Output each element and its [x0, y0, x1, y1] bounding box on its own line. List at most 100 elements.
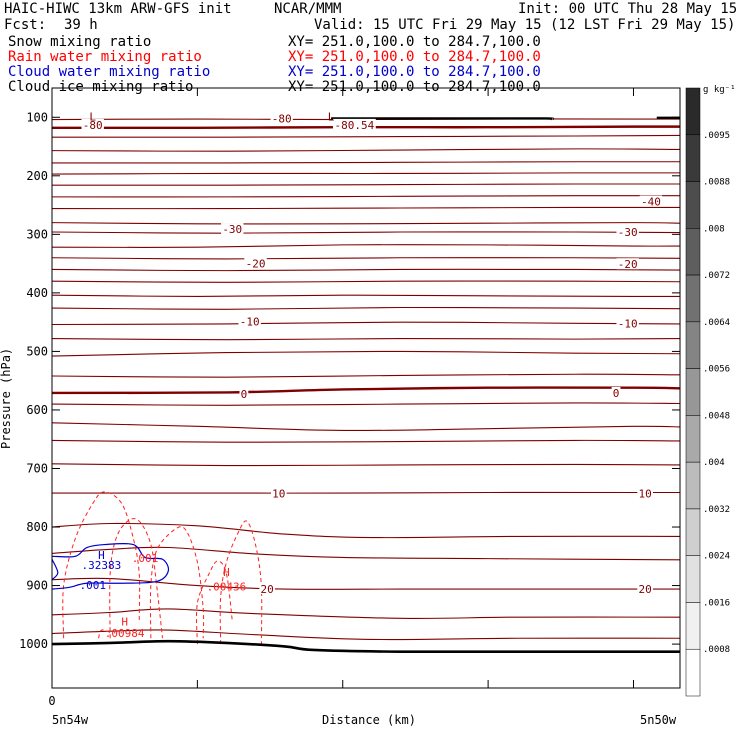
x-tick-label: 0 [48, 694, 55, 708]
isotherm-label: 20 [261, 583, 274, 596]
y-tick-label: 1000 [19, 637, 48, 651]
isotherm-line [52, 422, 680, 432]
isotherm-label: 20 [638, 583, 651, 596]
isotherm-line [52, 386, 680, 395]
isotherm-line [52, 195, 680, 198]
rain-label: .001 [132, 552, 159, 565]
field-snow-xy: XY= 251.0,100.0 to 284.7,100.0 [288, 34, 541, 50]
colorbar-tick-label: .0064 [703, 318, 730, 328]
field-rain-xy: XY= 251.0,100.0 to 284.7,100.0 [288, 49, 541, 65]
colorbar-swatch [685, 274, 701, 323]
colorbar-tick-label: .0024 [703, 552, 730, 562]
colorbar-swatch [685, 461, 701, 510]
isotherm-label: -40 [641, 196, 661, 209]
x-axis-texts: 5n54w Distance (km) 5n50w Pressure (hPa) [0, 348, 677, 727]
isotherm-line [52, 522, 680, 539]
colorbar-swatch [685, 508, 701, 556]
rain-contour [62, 491, 141, 639]
isotherm-line [52, 280, 680, 283]
colorbar-tick-label: .0032 [703, 505, 730, 515]
isotherm-line [52, 231, 680, 234]
field-snow-name: Snow mixing ratio [8, 34, 151, 50]
isotherm-line [52, 222, 680, 225]
colorbar-swatch [685, 602, 701, 650]
isotherm-line [52, 373, 680, 378]
y-axis-label: Pressure (hPa) [0, 348, 13, 449]
y-tick-label: 200 [26, 169, 48, 183]
isotherm-line [52, 629, 680, 641]
colorbar-swatch [685, 368, 701, 416]
header-block: HAIC-HIWC 13km ARW-GFS init NCAR/MMM Ini… [4, 1, 737, 95]
y-tick-label: 900 [26, 579, 48, 593]
colorbar-swatch [685, 555, 701, 603]
y-tick-label: 800 [26, 520, 48, 534]
colorbar-tick-label: .0095 [703, 131, 730, 141]
extremum-marker: L [328, 111, 335, 124]
colorbar-tick-label: .0072 [703, 271, 730, 281]
extremum-marker: H [98, 549, 105, 562]
isotherm-line [52, 125, 680, 130]
isotherm-line [52, 337, 680, 341]
field-rain-name: Rain water mixing ratio [8, 49, 202, 65]
isotherm-line [52, 183, 680, 186]
rain-contour [219, 520, 263, 648]
isotherm-line [52, 257, 680, 260]
x-right-endpoint: 5n50w [640, 713, 677, 727]
isotherm-label-bg [239, 388, 249, 400]
isotherm-line [52, 294, 680, 297]
isotherm-label-bg [616, 258, 639, 270]
colorbar-swatch [685, 321, 701, 369]
colorbar-tick-label: .0008 [703, 645, 730, 655]
rain-label: .00436 [207, 581, 247, 594]
valid-time: Valid: 15 UTC Fri 29 May 15 (12 LST Fri … [314, 17, 735, 33]
isotherm-line [52, 402, 680, 406]
init-time: Init: 00 UTC Thu 28 May 15 [518, 1, 737, 17]
isotherm-label: -20 [618, 258, 638, 271]
isotherm-line [52, 321, 680, 326]
isotherm-label-bg [270, 487, 287, 499]
isotherm-line [52, 172, 680, 175]
cloud-water-contour [52, 542, 170, 590]
ground-surface [52, 639, 680, 654]
isotherm-line [52, 577, 680, 590]
cloud-water-label: .32383 [82, 559, 122, 572]
isotherm-label: -30 [222, 223, 242, 236]
isotherm-label-bg [639, 195, 663, 207]
colorbar-swatch [685, 87, 701, 136]
isotherm-line [52, 148, 680, 152]
model-title: HAIC-HIWC 13km ARW-GFS init [4, 1, 232, 17]
isotherm-label: 10 [638, 488, 651, 501]
isotherm-line [52, 463, 680, 467]
isotherm-label: -80 [83, 119, 103, 132]
isotherm-label-bg [244, 257, 267, 269]
isotherm-label-bg [270, 112, 293, 124]
ice-mixing-line [331, 117, 555, 121]
isotherm-line [52, 306, 680, 310]
colorbar: .0095 .0088 .008 .0072 .0064 .0056 .0048 .004 .0… [685, 85, 736, 697]
isotherm-label-bg [238, 315, 261, 327]
isotherm-line [52, 546, 680, 561]
y-tick-label: 700 [26, 461, 48, 475]
isotherm-line [52, 491, 680, 494]
colorbar-tick-label: .0056 [703, 365, 730, 375]
x-axis-label: Distance (km) [322, 713, 416, 727]
isotherm-label: -20 [246, 258, 266, 271]
field-cloud-water-name: Cloud water mixing ratio [8, 64, 210, 80]
isotherm-line [52, 268, 680, 272]
isotherm-line [52, 350, 680, 357]
isotherm-label: -80 [272, 112, 292, 125]
colorbar-swatch [685, 134, 701, 182]
isotherm-label: -10 [240, 316, 260, 329]
x-left-endpoint: 5n54w [52, 713, 89, 727]
isotherm-label: 10 [272, 488, 285, 501]
colorbar-swatch [685, 228, 701, 276]
isotherm-label-bg [637, 487, 653, 499]
isotherm-label: -10 [618, 317, 638, 330]
isotherm-label-bg [332, 118, 376, 130]
colorbar-tick-label: .0048 [703, 411, 730, 421]
isotherm-label: -30 [618, 226, 638, 239]
colorbar-tick-label: .0088 [703, 178, 730, 188]
isotherm-label-bg [616, 317, 639, 329]
rain-contour [196, 560, 233, 645]
